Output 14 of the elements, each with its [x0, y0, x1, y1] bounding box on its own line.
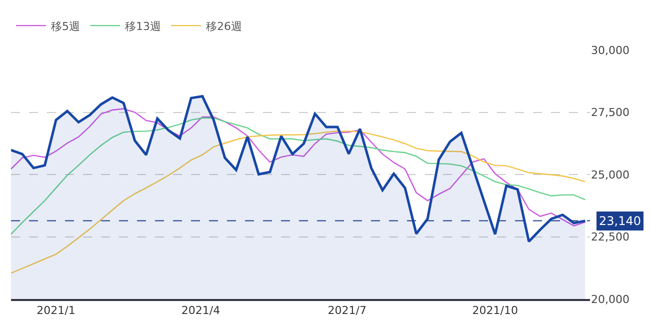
x-tick-label: 2021/7 [328, 304, 366, 317]
legend-label: 移13週 [125, 20, 161, 33]
line-series [11, 130, 586, 274]
legend-label: 移26週 [206, 20, 242, 33]
ref-line-label: 23,140 [599, 214, 641, 228]
y-tick-label: 25,000 [591, 168, 630, 182]
y-tick-label: 22,500 [591, 230, 630, 244]
x-tick-label: 2021/10 [472, 304, 518, 317]
x-tick-label: 2021/1 [36, 304, 76, 317]
y-tick-label: 20,000 [591, 292, 630, 306]
legend-label: 移5週 [51, 20, 80, 33]
x-tick-label: 2021/4 [181, 304, 220, 317]
y-tick-label: 30,000 [591, 44, 630, 57]
y-tick-label: 27,500 [591, 106, 630, 120]
